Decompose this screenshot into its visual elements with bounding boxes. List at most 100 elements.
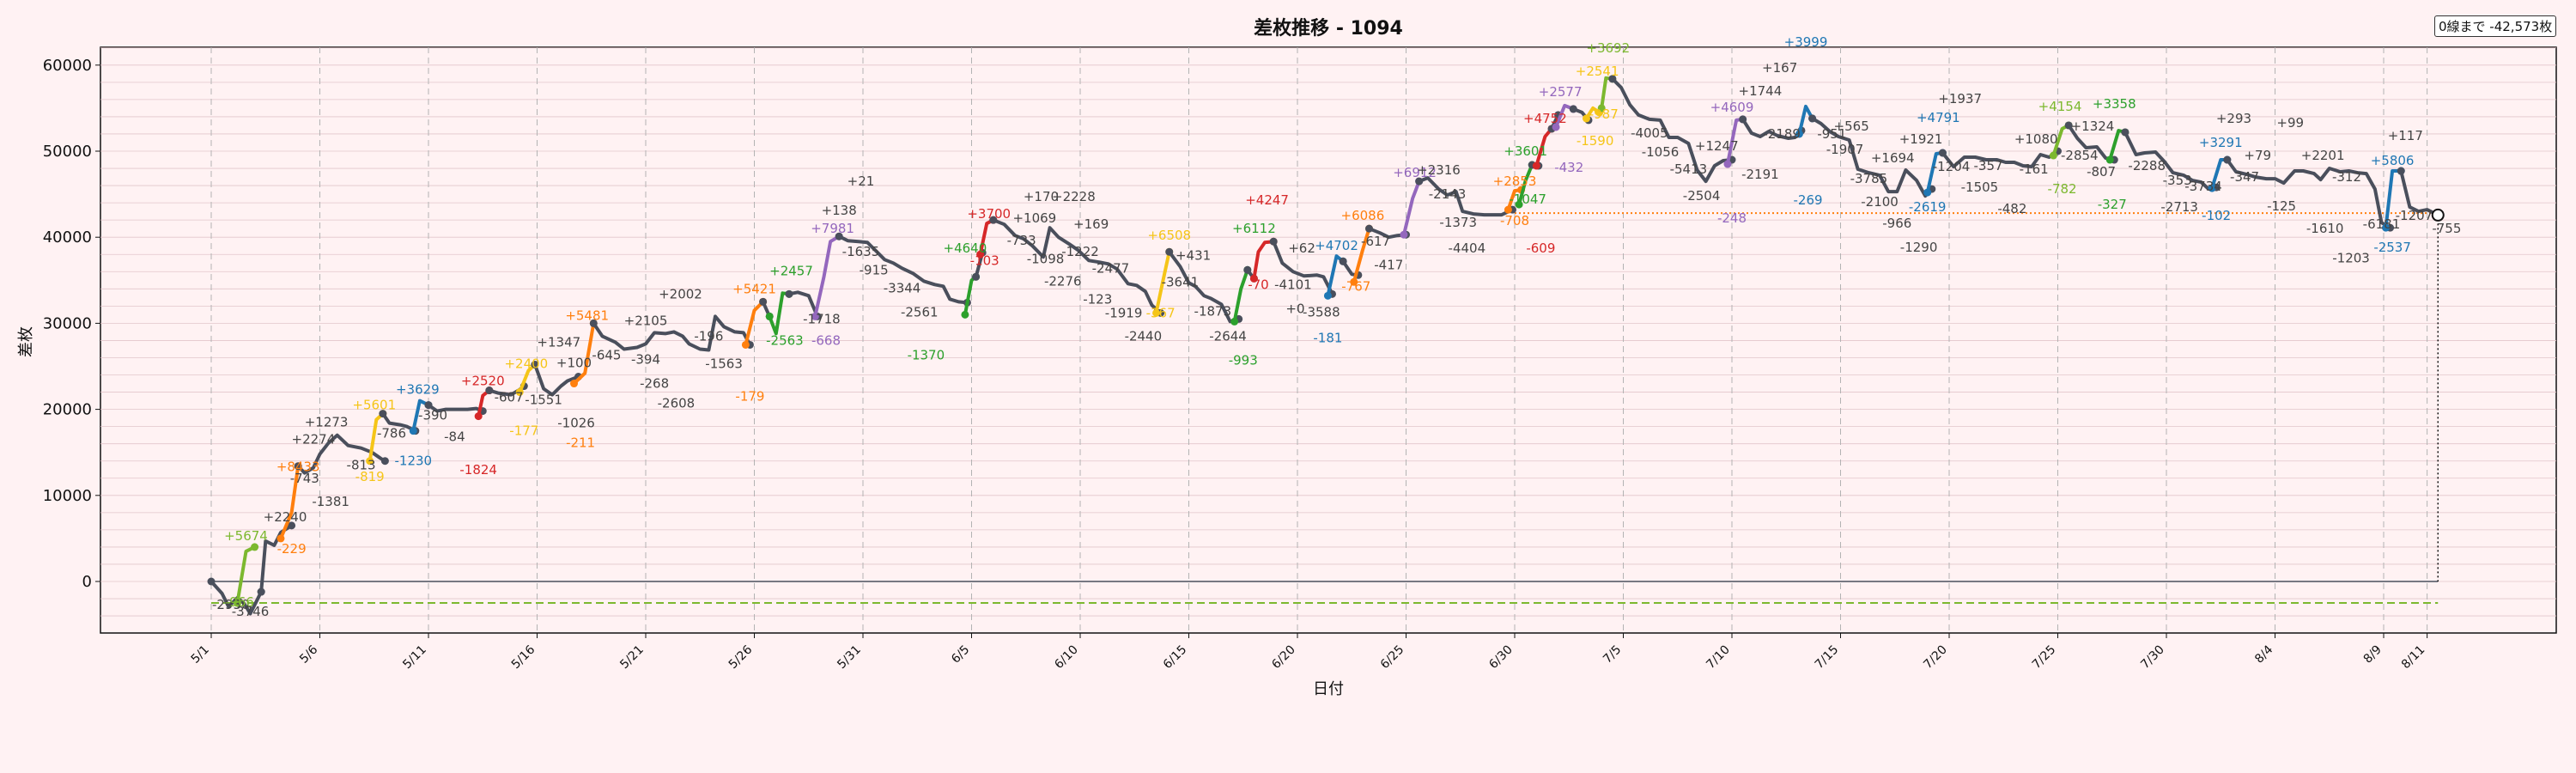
data-label: +3601 [1504,143,1547,159]
data-label: -1873 [1194,303,1232,319]
series-point [1230,317,1239,326]
data-label: +99 [2276,115,2304,131]
data-label: -1098 [1027,251,1065,266]
data-label: +2541 [1576,64,1619,79]
series-point [1582,114,1590,123]
data-label: -211 [566,435,595,451]
data-label: +62 [1288,240,1315,256]
series-line-48 [1741,117,1803,140]
series-point [1532,161,1540,170]
data-label: -609 [1526,240,1555,256]
series-line-18 [787,290,819,319]
x-tick-label: 5/6 [297,642,320,666]
gap-to-zero-badge: 0線まで -42,573枚 [2434,15,2557,37]
data-label: +6912 [1393,165,1437,180]
data-label: -181 [1313,330,1342,345]
data-label: +3692 [1586,40,1630,56]
data-label: -269 [1794,192,1823,208]
series-point [1269,237,1278,246]
data-label: -1056 [1642,144,1680,160]
data-label: -1207 [2396,208,2433,223]
data-label: -3641 [1162,274,1200,289]
data-label: -767 [1341,278,1370,294]
x-axis-label: 日付 [1313,680,1344,698]
data-label: +2002 [659,286,702,301]
data-label: -1373 [1439,215,1477,230]
series-line-33 [1352,227,1371,284]
series-point [1569,105,1577,113]
data-label: +2400 [504,356,548,372]
data-label: +169 [1073,216,1109,232]
series-line-50 [1810,116,1934,198]
x-tick-label: 5/26 [726,642,756,672]
series-line-15 [744,300,765,347]
data-label: +2240 [264,509,307,525]
data-label: -1222 [1061,244,1099,259]
data-label: -819 [355,469,385,484]
data-label: -645 [592,347,621,362]
data-label: -1635 [842,244,880,259]
data-label: -312 [2332,169,2361,185]
data-label: -248 [1717,210,1747,226]
series-point [1243,265,1252,274]
data-label: -1230 [394,453,432,469]
data-label: +2853 [1493,173,1537,189]
data-label: -1505 [1961,180,1999,195]
series-point [1249,274,1258,283]
data-label: -743 [290,471,319,486]
data-label: -2854 [2061,148,2099,163]
data-label: +431 [1176,247,1211,263]
data-label: -347 [2230,169,2259,185]
x-tick-label: 5/11 [400,643,429,673]
series-point [1400,230,1408,239]
x-tick-label: 8/9 [2361,643,2385,666]
x-tick-label: 7/5 [1601,643,1624,666]
series-point [424,401,433,410]
series-point [835,232,843,240]
series-point [294,462,302,471]
data-label: +293 [2216,111,2251,126]
data-label: -1026 [557,416,595,431]
series-point [409,427,417,435]
series-point [1938,149,1947,157]
x-tick-label: 5/31 [835,643,864,673]
data-label: +3291 [2199,135,2243,150]
series-point [2223,155,2232,164]
series-point [2049,151,2057,160]
data-label: +21 [848,173,875,189]
data-label: -357 [1974,158,2003,173]
data-label: -1551 [525,393,562,408]
series-point [1923,188,1932,197]
data-label: +138 [822,203,857,218]
point-annotations: -2930-3746-966+5674+2240-229+8433+2274-7… [212,34,2461,619]
x-tick-label: 6/20 [1269,643,1298,673]
series-line-12 [533,362,580,397]
data-label: -3746 [232,604,270,619]
y-axis-label: 差枚 [17,326,35,357]
series-line-35 [1402,180,1421,237]
data-label: +2201 [2301,148,2345,163]
series-line-13 [572,321,596,386]
data-label: +2105 [624,313,668,328]
data-label: -367 [1146,305,1176,320]
data-label: -4005 [1631,125,1668,141]
x-tick-label: 6/5 [949,643,972,666]
series-line-27 [1232,268,1249,324]
data-label: +79 [2244,148,2271,163]
data-label: -1203 [2332,250,2370,265]
data-label: +3629 [396,382,440,398]
data-label: +1347 [537,334,580,350]
data-label: +4752 [1523,111,1567,126]
data-label: -915 [860,262,889,277]
series-point [288,521,296,530]
series-point [589,319,598,327]
series-point [1323,291,1332,300]
data-label: -2537 [2373,240,2411,255]
data-label: -807 [2087,164,2116,180]
data-label: +5674 [224,528,268,544]
data-label: -179 [735,389,764,405]
data-label: -782 [2048,181,2077,197]
x-tick-label: 7/20 [1921,643,1950,673]
data-label: -1204 [1933,159,1971,174]
series-line-36 [1417,176,1515,217]
